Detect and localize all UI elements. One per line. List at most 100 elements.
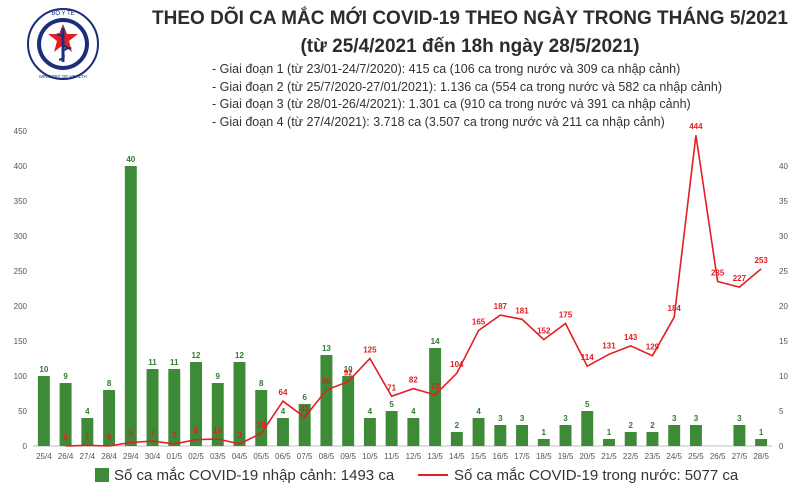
line-label-30: 444 [689,122,703,131]
line-label-24: 175 [559,311,573,320]
x-axis-tick-23: 18/5 [536,452,552,461]
line-label-33: 253 [754,256,768,265]
bar-label-32: 3 [737,414,742,423]
line-label-13: 80 [322,377,331,386]
bar-1 [59,383,72,446]
bar-label-17: 4 [411,407,416,416]
line-label-6: 3 [172,431,177,440]
x-axis-tick-11: 06/5 [275,452,291,461]
bar-6 [168,369,181,446]
x-axis-tick-30: 25/5 [688,452,704,461]
bar-16 [385,411,398,446]
x-axis-tick-6: 01/5 [166,452,182,461]
bar-0 [37,376,50,446]
bar-label-18: 14 [431,337,440,346]
line-series [65,135,762,447]
bar-label-24: 3 [563,414,568,423]
bar-19 [450,432,463,446]
bar-2 [81,418,94,446]
line-label-21: 187 [494,302,508,311]
x-axis-tick-29: 24/5 [666,452,682,461]
legend-bar-label: Số ca mắc COVID-19 nhập cảnh: 1493 ca [114,467,395,484]
chart-subtitle: (từ 25/4/2021 đến 18h ngày 28/5/2021) [300,36,640,57]
left-axis-tick-7: 350 [14,197,28,206]
x-axis-tick-24: 19/5 [558,452,574,461]
legend-line-swatch [418,474,448,476]
line-label-31: 235 [711,269,725,278]
bar-11 [276,418,289,446]
x-axis-tick-3: 28/4 [101,452,117,461]
bar-18 [429,348,442,446]
bar-label-28: 2 [650,421,655,430]
phase-3-text: - Giai đoạn 3 (từ 28/01-26/4/2021): 1.30… [212,97,691,111]
right-axis-tick-3: 15 [779,337,788,346]
x-axis-tick-20: 15/5 [471,452,487,461]
line-label-27: 143 [624,333,638,342]
right-axis: 0 5 10 15 20 25 30 35 40 [779,162,788,451]
x-axis-tick-5: 30/4 [145,452,161,461]
bar-series [37,166,768,446]
bar-10 [255,390,268,446]
phase-4-text: - Giai đoạn 4 (từ 27/4/2021): 3.718 ca (… [212,114,665,129]
x-axis-tick-15: 10/5 [362,452,378,461]
x-axis-tick-25: 20/5 [579,452,595,461]
bar-label-29: 3 [672,414,677,423]
logo-bottom-text: MINISTRY OF HEALTH [39,74,87,79]
right-axis-tick-0: 0 [779,442,784,451]
line-label-26: 131 [602,341,616,350]
bar-label-33: 1 [759,428,764,437]
bar-label-30: 3 [694,414,699,423]
right-axis-tick-6: 30 [779,232,788,241]
bar-14 [342,376,355,446]
bar-9 [233,362,246,446]
bar-label-22: 3 [520,414,525,423]
x-axis-tick-32: 27/5 [732,452,748,461]
bar-29 [668,425,681,446]
x-axis-tick-7: 02/5 [188,452,204,461]
right-axis-tick-4: 20 [779,302,788,311]
bar-label-4: 40 [126,155,135,164]
x-axis-tick-33: 28/5 [753,452,769,461]
bar-label-5: 11 [148,358,157,367]
bar-label-3: 8 [107,379,112,388]
bar-17 [407,418,420,446]
x-axis-tick-21: 16/5 [493,452,509,461]
bar-label-16: 5 [389,400,394,409]
line-label-11: 64 [279,388,288,397]
bar-label-19: 2 [455,421,460,430]
x-axis-tick-2: 27/4 [80,452,96,461]
line-label-14: 92 [344,369,353,378]
bar-13 [320,355,333,446]
bar-label-13: 13 [322,344,331,353]
line-label-18: 73 [431,382,440,391]
left-axis-tick-4: 200 [14,302,28,311]
bar-label-21: 3 [498,414,503,423]
right-axis-tick-8: 40 [779,162,788,171]
x-axis-tick-31: 26/5 [710,452,726,461]
bar-28 [646,432,659,446]
bar-25 [581,411,594,446]
line-label-28: 129 [646,343,660,352]
bar-33 [755,439,768,446]
bar-15 [363,418,376,446]
bar-label-10: 8 [259,379,264,388]
left-axis-tick-9: 450 [14,127,28,136]
legend-bar-swatch [95,468,109,482]
bar-22 [516,425,529,446]
phase-summary: - Giai đoạn 1 (từ 23/01-24/7/2020): 415 … [212,61,722,131]
line-label-9: 3 [237,431,242,440]
bar-30 [689,425,702,446]
line-label-29: 184 [668,304,682,313]
bar-24 [559,425,572,446]
bar-label-27: 2 [628,421,633,430]
bar-label-6: 11 [170,358,179,367]
line-label-5: 7 [150,428,155,437]
left-axis-tick-8: 400 [14,162,28,171]
phase-2-text: - Giai đoạn 2 (từ 25/7/2020-27/01/2021):… [212,79,722,94]
legend-line: Số ca mắc COVID-19 trong nước: 5077 ca [418,467,738,484]
x-axis-tick-13: 08/5 [319,452,335,461]
bar-8 [211,383,224,446]
line-label-15: 125 [363,346,377,355]
right-axis-tick-1: 5 [779,407,784,416]
line-label-7: 9 [194,427,199,436]
